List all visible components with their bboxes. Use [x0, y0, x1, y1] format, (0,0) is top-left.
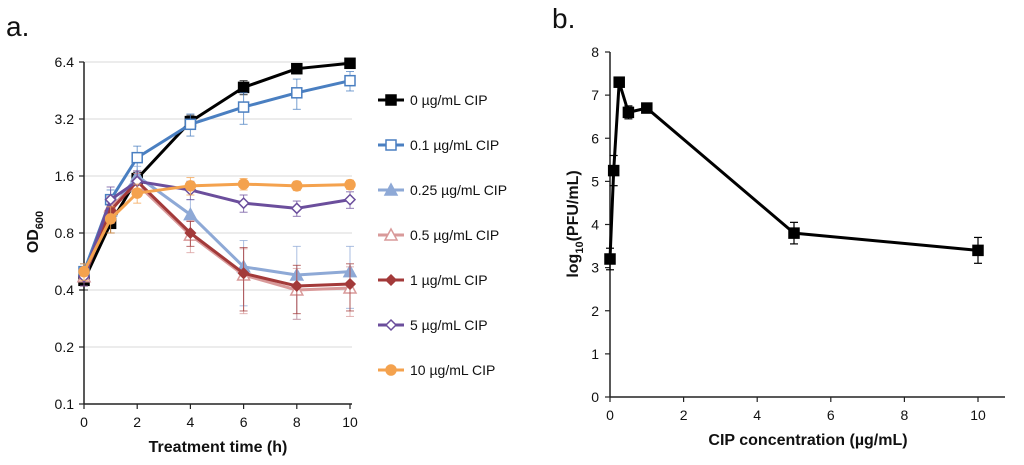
panel-a-y-tick-label: 6.4 — [55, 54, 75, 70]
panel-b-x-tick-label: 8 — [901, 407, 909, 423]
panel-a-series-5 — [77, 170, 357, 287]
panel-a-data-point — [343, 193, 357, 206]
panel-a-data-point — [290, 202, 303, 215]
panel-a-data-point — [291, 62, 303, 75]
panel-a-y-tick-label: 0.4 — [55, 282, 75, 298]
panel-a-series-line — [82, 61, 351, 281]
panel-a-x-tick-label: 4 — [187, 414, 195, 430]
panel-a-data-point — [343, 277, 357, 291]
panel-b-x-tick-label: 0 — [606, 407, 614, 423]
panel-a-data-point — [237, 101, 250, 113]
panel-a-line-chart: a. 0.1 0.2 0.4 0.8 1.6 3.2 6.4 0 2 4 6 8 10 Treatmen… — [6, 11, 507, 456]
panel-a-x-tick-label: 0 — [80, 414, 88, 430]
panel-a-legend-marker — [385, 364, 397, 376]
panel-a-y-axis-title: OD600 — [25, 211, 46, 253]
panel-b-y-axis-title-main: log — [565, 254, 582, 278]
panel-b-data-point — [613, 76, 625, 88]
panel-a-data-point — [184, 226, 197, 240]
panel-a-series — [76, 57, 358, 320]
panel-a-legend-marker — [385, 139, 397, 151]
panel-a-legend-label: 0.5 µg/mL CIP — [410, 227, 499, 243]
panel-a-legend-label: 1 µg/mL CIP — [410, 272, 488, 288]
panel-b-y-tick-label: 1 — [591, 346, 599, 362]
panel-b-y-tick-label: 2 — [591, 303, 599, 319]
panel-a-legend-marker — [383, 182, 399, 196]
panel-b-series — [604, 76, 984, 271]
panel-a-data-point — [291, 180, 303, 192]
panel-a-y-tick-label: 1.6 — [55, 168, 75, 184]
panel-b-ticks: 0 1 2 3 4 5 6 7 8 0 2 4 6 8 10 — [591, 44, 986, 423]
panel-b-x-tick-label: 2 — [680, 407, 688, 423]
panel-b-y-tick-label: 5 — [591, 173, 599, 189]
panel-a-data-point — [104, 213, 117, 225]
panel-a-data-point — [344, 57, 356, 70]
panel-a-series-2 — [76, 165, 358, 320]
panel-a-data-point — [344, 74, 356, 87]
panel-b-y-axis-title: log10(PFU/mL) — [565, 170, 586, 277]
panel-a-legend-marker — [383, 227, 399, 241]
panel-a-y-axis-title-subscript: 600 — [34, 211, 46, 229]
panel-a-x-tick-label: 6 — [240, 414, 248, 430]
panel-a-legend-marker — [385, 94, 397, 106]
panel-b-x-tick-label: 6 — [827, 407, 835, 423]
panel-b-data-point — [604, 253, 616, 265]
panel-b-label: b. — [552, 3, 575, 34]
panel-b-data-point — [788, 227, 800, 239]
panel-b-y-tick-label: 8 — [591, 44, 599, 60]
panel-a-data-point — [237, 81, 250, 94]
panel-b-data-point — [641, 102, 653, 114]
panel-b-series-0 — [604, 76, 984, 271]
panel-b-data-point — [607, 164, 620, 177]
panel-a-legend-marker — [384, 318, 398, 332]
panel-b-x-axis-title: CIP concentration (µg/mL) — [708, 432, 907, 449]
panel-a-data-point — [184, 118, 197, 131]
panel-b-y-tick-label: 7 — [591, 87, 599, 103]
panel-a-label: a. — [6, 11, 29, 42]
panel-a-data-point — [78, 265, 90, 278]
panel-a-legend-label: 0 µg/mL CIP — [410, 92, 488, 108]
panel-a-data-point — [183, 207, 198, 221]
panel-a-legend-label: 0.1 µg/mL CIP — [410, 137, 499, 153]
panel-a-data-point — [131, 151, 143, 164]
panel-a-data-point — [290, 279, 303, 293]
panel-b-y-tick-label: 4 — [591, 217, 599, 233]
panel-a-grid — [84, 61, 352, 348]
panel-a-y-tick-label: 3.2 — [55, 111, 75, 127]
panel-a-data-point — [237, 197, 250, 210]
panel-a-x-tick-label: 8 — [293, 414, 301, 430]
panel-a-data-point — [237, 267, 250, 280]
panel-a-y-tick-label: 0.2 — [55, 339, 75, 355]
panel-a-x-axis-title: Treatment time (h) — [149, 439, 288, 456]
panel-a-x-tick-label: 2 — [133, 414, 141, 430]
panel-a-x-tick-label: 10 — [342, 414, 358, 430]
panel-b-y-tick-label: 3 — [591, 260, 599, 276]
panel-a-data-point — [237, 178, 250, 190]
panel-a-legend-label: 10 µg/mL CIP — [410, 362, 495, 378]
panel-b-y-axis-title-rest: (PFU/mL) — [565, 170, 582, 241]
panel-a-ticks: 0.1 0.2 0.4 0.8 1.6 3.2 6.4 0 2 4 6 8 10 — [55, 54, 358, 430]
panel-a-y-axis-title-main: OD — [25, 229, 42, 253]
panel-b-y-axis-title-subscript: 10 — [574, 241, 586, 253]
panel-a-data-point — [104, 193, 117, 206]
panel-a-data-point — [131, 187, 143, 199]
panel-b-x-tick-label: 4 — [753, 407, 761, 423]
panel-b-data-point — [622, 106, 635, 119]
panel-a-y-tick-label: 0.8 — [55, 225, 75, 241]
panel-a-data-point — [184, 180, 197, 192]
panel-a-series-6 — [78, 177, 356, 281]
panel-a-y-tick-label: 0.1 — [55, 396, 75, 412]
panel-a-data-point — [291, 87, 303, 99]
panel-a-legend-label: 5 µg/mL CIP — [410, 317, 488, 333]
panel-a-data-point — [344, 178, 356, 191]
panel-a-legend-label: 0.25 µg/mL CIP — [410, 182, 507, 198]
panel-a-legend: 0 µg/mL CIP 0.1 µg/mL CIP 0.25 µg/mL CIP 0.… — [378, 92, 507, 378]
panel-b-x-tick-label: 10 — [970, 407, 986, 423]
panel-b-line-chart: b. 0 1 2 3 4 5 6 7 8 0 2 4 6 8 10 CIP concentration (µ… — [552, 3, 1005, 449]
panel-b-data-point — [972, 244, 984, 257]
panel-a-legend-marker — [384, 273, 398, 287]
panel-b-y-tick-label: 6 — [591, 130, 599, 146]
panel-b-y-tick-label: 0 — [591, 389, 599, 405]
